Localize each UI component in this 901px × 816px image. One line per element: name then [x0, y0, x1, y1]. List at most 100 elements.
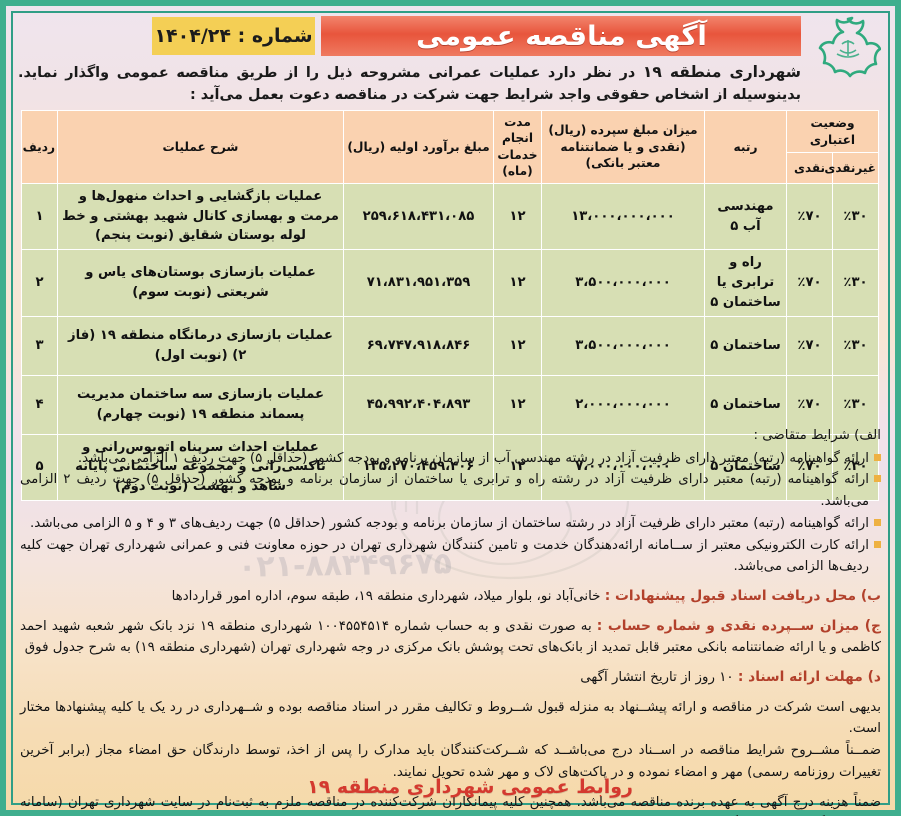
- page-footer: روابط عمومی شهرداری منطقه ۱۹: [0, 772, 901, 798]
- condition-text: ارائه گواهینامه (رتبه) معتبر دارای ظرفیت…: [20, 472, 869, 510]
- cell-index: ۵: [20, 433, 58, 502]
- condition-item: ارائه کارت الکترونیکی معتبر از ســامانه …: [20, 535, 881, 578]
- cell-cash: ٪۷۰: [785, 315, 834, 376]
- cell-amount: ۱۳۵،۲۷۰،۴۵۹،۴۰۶: [342, 433, 494, 502]
- intro-lead: شهرداری منطقه ۱۹: [642, 63, 802, 81]
- table-row: ٪۳۰ ٪۷۰ ساختمان ۵ ۲،۰۰۰،۰۰۰،۰۰۰ ۱۲ ۴۵،۹۹…: [20, 374, 879, 435]
- cell-months: ۱۲: [492, 374, 542, 435]
- note-1: بدیهی است شرکت در مناقصه و ارائه پیشــنه…: [20, 699, 881, 737]
- section-c-title: ج) میزان ســپرده نقدی و شماره حساب :: [596, 617, 881, 634]
- cell-index: ۴: [20, 374, 58, 435]
- conditions-section: الف) شرایط متقاضی : ارائه گواهینامه (رتب…: [20, 425, 881, 816]
- cell-cash: ٪۷۰: [785, 433, 834, 502]
- condition-item: ارائه گواهینامه (رتبه) معتبر دارای ظرفیت…: [20, 448, 881, 470]
- cell-noncash: ٪۳۰: [832, 315, 879, 376]
- section-c: ج) میزان ســپرده نقدی و شماره حساب : به …: [20, 615, 881, 659]
- tender-table-body: ٪۳۰ ٪۷۰ مهندسی آب ۵ ۱۳،۰۰۰،۰۰۰،۰۰۰ ۱۲ ۲۵…: [20, 182, 879, 502]
- cell-deposit: ۱۳،۰۰۰،۰۰۰،۰۰۰: [540, 182, 705, 251]
- section-b-title: ب) محل دریافت اسناد قبول پیشنهادات :: [604, 587, 881, 604]
- announcement-number-label: شماره :: [237, 25, 313, 47]
- cell-index: ۲: [20, 249, 58, 317]
- page-header: آگهی مناقصه عمومی شماره : ۱۴۰۴/۲۴ شهردار…: [14, 14, 887, 106]
- cell-description: عملیات بازسازی بوستان‌های یاس و شریعتی (…: [56, 249, 344, 317]
- note-3-part1: ضمناً هزینه درج آگهی به عهده برنده مناقص…: [20, 794, 881, 810]
- th-rank: رتبه: [703, 110, 787, 184]
- cell-rank: ساختمان ۵: [703, 315, 787, 376]
- cell-months: ۱۲: [492, 315, 542, 376]
- section-c-text: به صورت نقدی و به حساب شماره ۱۰۰۴۵۵۴۵۱۴ …: [20, 618, 881, 656]
- section-d: د) مهلت ارائه اسناد : ۱۰ روز از تاریخ ان…: [20, 666, 881, 689]
- th-deposit: میزان مبلغ سپرده (ریال) (نقدی و یا ضمانت…: [540, 110, 705, 184]
- th-cash: نقدی: [785, 152, 834, 184]
- cell-index: ۱: [20, 182, 58, 251]
- cell-description: عملیات بازگشایی و احداث منهول‌ها و مرمت …: [56, 182, 344, 251]
- cell-noncash: ٪۳۰: [832, 374, 879, 435]
- cell-amount: ۶۹،۷۴۷،۹۱۸،۸۴۶: [342, 315, 494, 376]
- cell-noncash: ٪۳۰: [832, 249, 879, 317]
- table-row: ٪۳۰ ٪۷۰ راه و ترابری یا ساختمان ۵ ۳،۵۰۰،…: [20, 249, 879, 317]
- announcement-number-value: ۱۴۰۴/۲۴: [154, 25, 231, 47]
- table-header-row-1: وضعیت اعتباری رتبه میزان مبلغ سپرده (ریا…: [20, 109, 880, 184]
- cell-deposit: ۳،۵۰۰،۰۰۰،۰۰۰: [540, 249, 705, 317]
- tender-table: وضعیت اعتباری رتبه میزان مبلغ سپرده (ریا…: [20, 109, 880, 502]
- bullet-square-icon: [874, 540, 881, 548]
- cell-months: ۱۲: [492, 249, 542, 317]
- tehran-municipality-logo-icon: [815, 16, 881, 78]
- cell-rank: راه و ترابری یا ساختمان ۵: [703, 249, 787, 317]
- tender-table-wrapper: وضعیت اعتباری رتبه میزان مبلغ سپرده (ریا…: [20, 109, 880, 502]
- table-row: ٪۳۰ ٪۷۰ ساختمان ۵ ۷،۰۰۰،۰۰۰،۰۰۰ ۱۲ ۱۳۵،۲…: [20, 433, 879, 502]
- th-noncash: غیرنقدی: [824, 152, 879, 184]
- cell-amount: ۴۵،۹۹۲،۴۰۴،۸۹۳: [342, 374, 494, 435]
- section-d-text: ۱۰ روز از تاریخ انتشار آگهی: [580, 670, 734, 686]
- cell-deposit: ۷،۰۰۰،۰۰۰،۰۰۰: [540, 433, 705, 502]
- section-d-title: د) مهلت ارائه اسناد :: [737, 669, 881, 686]
- bullet-square-icon: [874, 453, 881, 461]
- header-banner: آگهی مناقصه عمومی شماره : ۱۴۰۴/۲۴: [14, 16, 887, 78]
- condition-item: ارائه گواهینامه (رتبه) معتبر دارای ظرفیت…: [20, 513, 881, 535]
- cell-amount: ۲۵۹،۶۱۸،۴۳۱،۰۸۵: [342, 182, 494, 251]
- cell-description: عملیات بازسازی درمانگاه منطقه ۱۹ (فاز ۲)…: [56, 315, 344, 376]
- condition-text: ارائه گواهینامه (رتبه) معتبر دارای ظرفیت…: [30, 515, 869, 531]
- footer-public-relations: روابط عمومی شهرداری منطقه ۱۹: [307, 776, 633, 798]
- cell-description: عملیات احداث سرپناه اتوبوس‌رانی و تاکسی‌…: [56, 433, 344, 502]
- cell-months: ۱۲: [492, 182, 542, 251]
- note-3: ضمناً هزینه درج آگهی به عهده برنده مناقص…: [20, 792, 881, 816]
- cell-deposit: ۲،۰۰۰،۰۰۰،۰۰۰: [540, 374, 705, 435]
- cell-rank: ساختمان ۵: [703, 433, 787, 502]
- announcement-title-ribbon: آگهی مناقصه عمومی: [321, 16, 801, 56]
- cell-index: ۳: [20, 315, 58, 376]
- intro-paragraph: شهرداری منطقه ۱۹ در نظر دارد عملیات عمرا…: [18, 60, 801, 107]
- cell-description: عملیات بازسازی سه ساختمان مدیریت پسماند …: [56, 374, 344, 435]
- cell-rank: ساختمان ۵: [703, 374, 787, 435]
- section-b: ب) محل دریافت اسناد قبول پیشنهادات : خان…: [20, 585, 881, 608]
- cell-noncash: ٪۳۰: [832, 182, 879, 251]
- table-row: ٪۳۰ ٪۷۰ ساختمان ۵ ۳،۵۰۰،۰۰۰،۰۰۰ ۱۲ ۶۹،۷۴…: [20, 315, 879, 376]
- condition-item: ارائه گواهینامه (رتبه) معتبر دارای ظرفیت…: [20, 469, 881, 512]
- cell-cash: ٪۷۰: [785, 182, 834, 251]
- bullet-square-icon: [874, 518, 881, 526]
- cell-noncash: ٪۳۰: [832, 433, 879, 502]
- cell-months: ۱۲: [492, 433, 542, 502]
- th-amount: مبلغ برآورد اولیه (ریال): [342, 110, 494, 184]
- intro-body: در نظر دارد عملیات عمرانی مشروحه ذیل را …: [18, 65, 801, 104]
- bullet-square-icon: [874, 475, 881, 483]
- condition-text: ارائه کارت الکترونیکی معتبر از ســامانه …: [20, 537, 869, 575]
- section-b-text: خانی‌آباد نو، بلوار میلاد، شهرداری منطقه…: [171, 588, 601, 604]
- section-a-title: الف) شرایط متقاضی :: [753, 428, 881, 443]
- cell-deposit: ۳،۵۰۰،۰۰۰،۰۰۰: [540, 315, 705, 376]
- table-header-row-2: غیرنقدی نقدی: [21, 152, 879, 184]
- table-row: ٪۳۰ ٪۷۰ مهندسی آب ۵ ۱۳،۰۰۰،۰۰۰،۰۰۰ ۱۲ ۲۵…: [20, 182, 879, 251]
- announcement-number-box: شماره : ۱۴۰۴/۲۴: [152, 17, 315, 55]
- cell-cash: ٪۷۰: [785, 374, 834, 435]
- condition-text: ارائه گواهینامه (رتبه) معتبر دارای ظرفیت…: [77, 450, 869, 466]
- tender-table-head: وضعیت اعتباری رتبه میزان مبلغ سپرده (ریا…: [20, 109, 880, 184]
- th-months: مدت انجام خدمات (ماه): [492, 110, 542, 184]
- th-index: ردیف: [20, 110, 58, 184]
- cell-amount: ۷۱،۸۳۱،۹۵۱،۳۵۹: [342, 249, 494, 317]
- page-title: آگهی مناقصه عمومی: [415, 20, 707, 52]
- cell-rank: مهندسی آب ۵: [703, 182, 787, 251]
- th-description: شرح عملیات: [56, 110, 344, 184]
- note-2: ضمــناً مشــروح شرایط مناقصه در اســناد …: [20, 743, 881, 780]
- cell-cash: ٪۷۰: [785, 249, 834, 317]
